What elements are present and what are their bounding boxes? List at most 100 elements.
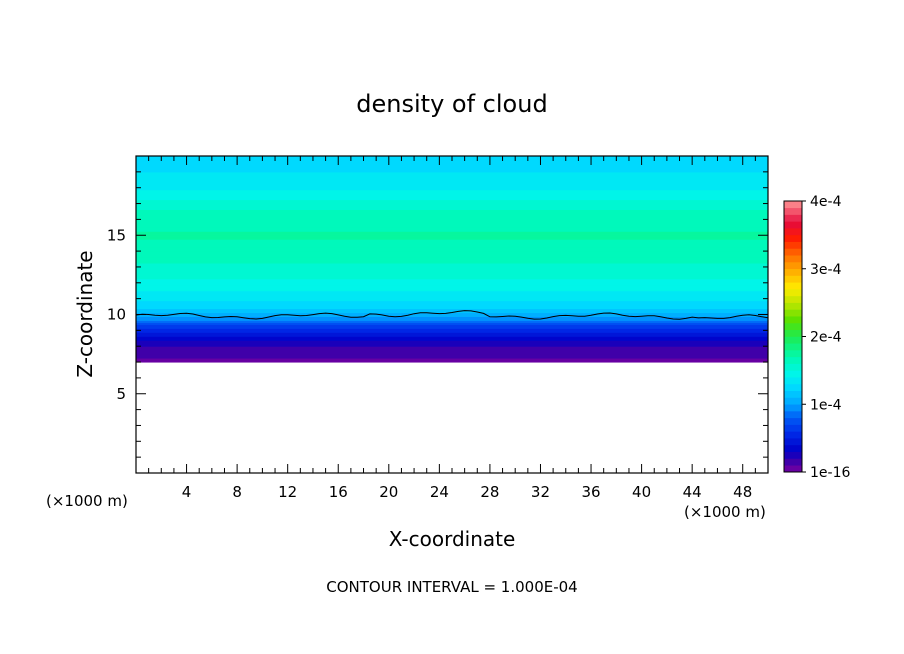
heatmap-band <box>136 278 768 282</box>
heatmap-band <box>136 238 768 242</box>
heatmap-band <box>136 220 768 224</box>
colorbar-tick-label: 4e-4 <box>810 194 842 210</box>
colorbar-segment <box>784 356 802 364</box>
colorbar-ticks: 4e-4 3e-4 2e-4 1e-4 1e-16 <box>802 194 850 481</box>
colorbar-segment <box>784 282 802 290</box>
heatmap-band <box>136 210 768 214</box>
heatmap-band <box>136 173 768 177</box>
x-tick-label: 32 <box>531 483 550 501</box>
heatmap-band <box>136 234 768 238</box>
colorbar-segment <box>784 458 802 466</box>
heatmap-band <box>136 175 768 179</box>
colorbar-segment <box>784 437 802 446</box>
x-tick-label: 12 <box>278 483 297 501</box>
heatmap-band <box>136 169 768 173</box>
heatmap-band <box>136 201 768 205</box>
heatmap-band <box>136 207 768 210</box>
colorbar-segment <box>784 363 802 371</box>
y-tick-label: 15 <box>107 226 126 244</box>
colorbar-segment <box>784 403 802 412</box>
heatmap-band <box>136 208 768 212</box>
heatmap-band <box>136 343 768 347</box>
heatmap-band <box>136 218 768 222</box>
x-tick-label: 36 <box>581 483 600 501</box>
heatmap-band <box>136 222 768 226</box>
heatmap-band <box>136 216 768 220</box>
y-axis-label: Z-coordinate <box>73 250 97 377</box>
y-tick-label: 5 <box>116 385 126 403</box>
colorbar-segment <box>784 261 802 270</box>
colorbar-segment <box>784 322 802 331</box>
heatmap-band <box>136 262 768 266</box>
contour-interval-note: CONTOUR INTERVAL = 1.000E-04 <box>326 578 577 596</box>
heatmap-band <box>136 349 768 353</box>
heatmap-band <box>136 183 768 187</box>
colorbar-segment <box>784 200 802 209</box>
colorbar-segment <box>784 424 802 432</box>
colorbar-tick-label: 1e-16 <box>810 465 850 481</box>
heatmap-band <box>136 302 768 306</box>
heatmap-band <box>136 167 768 171</box>
heatmap-field <box>136 156 768 363</box>
heatmap-band <box>136 228 768 232</box>
heatmap-band <box>136 325 768 329</box>
x-tick-label: 48 <box>733 483 752 501</box>
heatmap-band <box>136 329 768 333</box>
heatmap-band <box>136 240 768 244</box>
colorbar-segment <box>784 234 802 242</box>
colorbar-segment <box>784 410 802 419</box>
heatmap-band <box>136 214 768 218</box>
heatmap-band <box>136 308 768 312</box>
heatmap-band <box>136 359 768 363</box>
heatmap-band <box>136 331 768 335</box>
heatmap-band <box>136 300 768 304</box>
heatmap-band <box>136 195 768 199</box>
heatmap-band <box>136 298 768 302</box>
x-tick-label: 24 <box>430 483 449 501</box>
colorbar-segment <box>784 370 802 378</box>
chart-title: density of cloud <box>356 90 547 118</box>
colorbar-segment <box>784 221 802 229</box>
heatmap-band <box>136 270 768 274</box>
heatmap-band <box>136 321 768 325</box>
heatmap-band <box>136 181 768 185</box>
colorbar-segment <box>784 302 802 310</box>
heatmap-band <box>136 323 768 327</box>
heatmap-band <box>136 272 768 276</box>
heatmap-band <box>136 353 768 357</box>
colorbar-tick-label: 2e-4 <box>810 330 842 346</box>
colorbar-segment <box>784 464 802 473</box>
heatmap-band <box>136 199 768 203</box>
x-tick-label: 16 <box>329 483 348 501</box>
colorbar <box>784 200 802 473</box>
heatmap-band <box>136 256 768 260</box>
heatmap-band <box>136 226 768 230</box>
heatmap-band <box>136 246 768 250</box>
x-tick-label: 8 <box>232 483 242 501</box>
colorbar-segment <box>784 248 802 256</box>
heatmap-band <box>136 177 768 181</box>
heatmap-band <box>136 280 768 284</box>
heatmap-band <box>136 242 768 246</box>
colorbar-segment <box>784 254 802 263</box>
heatmap-band <box>136 232 768 236</box>
colorbar-segment <box>784 383 802 391</box>
x-tick-label: 20 <box>379 483 398 501</box>
heatmap-band <box>136 294 768 298</box>
heatmap-band <box>136 286 768 290</box>
heatmap-band <box>136 179 768 183</box>
colorbar-segment <box>784 417 802 425</box>
heatmap-band <box>136 339 768 343</box>
colorbar-segment <box>784 309 802 317</box>
colorbar-segment <box>784 349 802 358</box>
heatmap-band <box>136 317 768 321</box>
x-axis-unit-left: (×1000 m) <box>46 492 128 510</box>
colorbar-segment <box>784 227 802 236</box>
heatmap-band <box>136 347 768 351</box>
heatmap-band <box>136 341 768 345</box>
heatmap-band <box>136 260 768 264</box>
heatmap-band <box>136 292 768 296</box>
colorbar-segment <box>784 444 802 452</box>
heatmap-band <box>136 274 768 278</box>
heatmap-band <box>136 335 768 339</box>
